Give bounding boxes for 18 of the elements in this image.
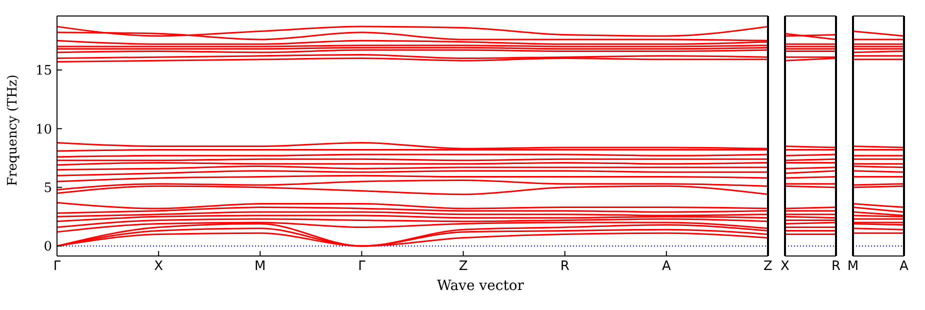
- x-tick-label: M: [254, 259, 266, 274]
- x-tick-label: Γ: [358, 259, 366, 274]
- y-axis-title: Frequency (THz): [6, 74, 21, 186]
- y-tick-label: 0: [44, 240, 52, 255]
- x-tick-label: X: [780, 259, 790, 274]
- x-tick-label: Z: [764, 259, 773, 274]
- x-tick-label: X: [154, 259, 164, 274]
- x-tick-label: R: [831, 259, 841, 274]
- x-tick-label: Γ: [53, 259, 62, 274]
- y-tick-label: 10: [35, 122, 52, 138]
- x-tick-label: A: [900, 259, 909, 274]
- x-tick-label: M: [847, 259, 859, 274]
- y-tick-label: 5: [44, 180, 52, 196]
- y-tick-label: 15: [35, 64, 52, 79]
- x-tick-label: A: [662, 259, 671, 274]
- x-tick-label: Z: [458, 259, 468, 274]
- x-axis-title: Wave vector: [436, 278, 525, 294]
- x-tick-label: R: [560, 259, 570, 274]
